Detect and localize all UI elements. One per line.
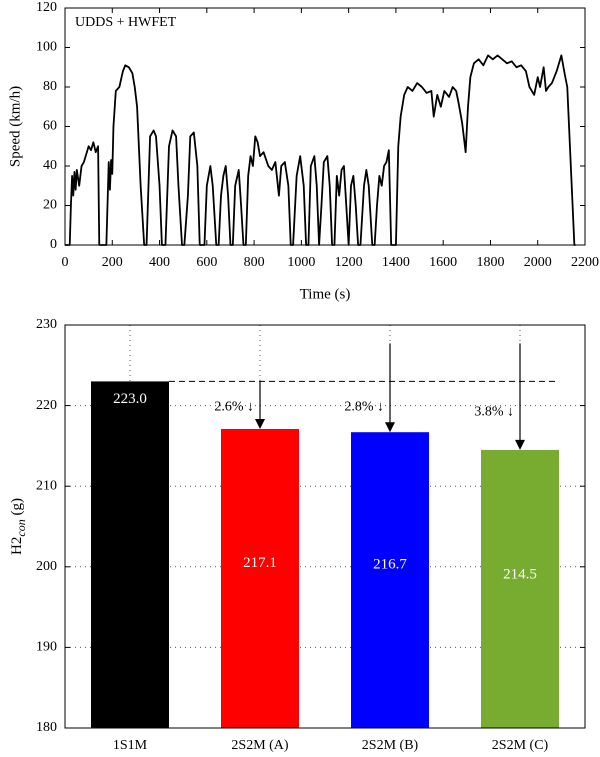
- y-tick-label: 230: [36, 317, 57, 332]
- y-tick-label: 60: [43, 119, 57, 134]
- bar: [351, 432, 429, 728]
- x-tick-label: 1800: [476, 255, 504, 270]
- arrow-head: [385, 422, 395, 433]
- y-tick-label: 40: [43, 158, 57, 173]
- y-tick-label: 180: [36, 720, 57, 735]
- x-tick-label: 2S2M (A): [231, 738, 289, 753]
- y-axis-label-sub: con: [14, 519, 28, 536]
- annotation: 2.8% ↓: [344, 400, 384, 415]
- annotation: UDDS + HWFET: [75, 15, 177, 30]
- bar: [91, 381, 169, 728]
- y-axis-label: Speed (km/h): [7, 86, 23, 167]
- value-label: 223.0: [113, 391, 147, 407]
- speed-line: [65, 54, 576, 246]
- bar: [481, 449, 559, 728]
- x-tick-label: 2S2M (B): [362, 738, 419, 753]
- plot-frame: [64, 324, 586, 729]
- value-label: 217.1: [243, 555, 277, 571]
- x-tick-label: 2S2M (C): [492, 738, 549, 753]
- arrow-head: [255, 418, 265, 429]
- x-tick-label: 1400: [382, 255, 410, 270]
- y-tick-label: 190: [36, 640, 57, 655]
- y-axis-label-unit: (g): [9, 498, 25, 519]
- x-tick-label: 1200: [335, 255, 363, 270]
- x-tick-label: 800: [244, 255, 265, 270]
- x-tick-label: 2000: [524, 255, 552, 270]
- y-tick-label: 120: [36, 0, 57, 15]
- x-tick-label: 0: [62, 255, 69, 270]
- x-tick-label: 1S1M: [113, 738, 148, 753]
- y-tick-label: 0: [50, 237, 57, 252]
- value-label: 216.7: [373, 557, 407, 573]
- value-label: 214.5: [503, 566, 537, 582]
- x-tick-label: 1600: [429, 255, 457, 270]
- y-tick-label: 220: [36, 398, 57, 413]
- x-tick-label: 200: [102, 255, 123, 270]
- annotation: 3.8% ↓: [474, 405, 514, 420]
- plot-frame: [64, 7, 586, 246]
- bar: [221, 428, 299, 728]
- annotation: 2.6% ↓: [214, 400, 254, 415]
- y-tick-label: 80: [43, 79, 57, 94]
- x-tick-label: 1000: [287, 255, 315, 270]
- x-tick-label: 400: [149, 255, 170, 270]
- y-tick-label: 210: [36, 478, 57, 493]
- y-axis-label-main: H2: [9, 537, 25, 555]
- y-tick-label: 100: [36, 40, 57, 55]
- x-axis-label: Time (s): [300, 286, 351, 302]
- arrow-head: [515, 439, 525, 450]
- x-tick-label: 600: [196, 255, 217, 270]
- y-tick-label: 200: [36, 559, 57, 574]
- y-axis-label: H2con (g): [9, 498, 27, 555]
- y-tick-label: 20: [43, 198, 57, 213]
- x-tick-label: 2200: [571, 255, 599, 270]
